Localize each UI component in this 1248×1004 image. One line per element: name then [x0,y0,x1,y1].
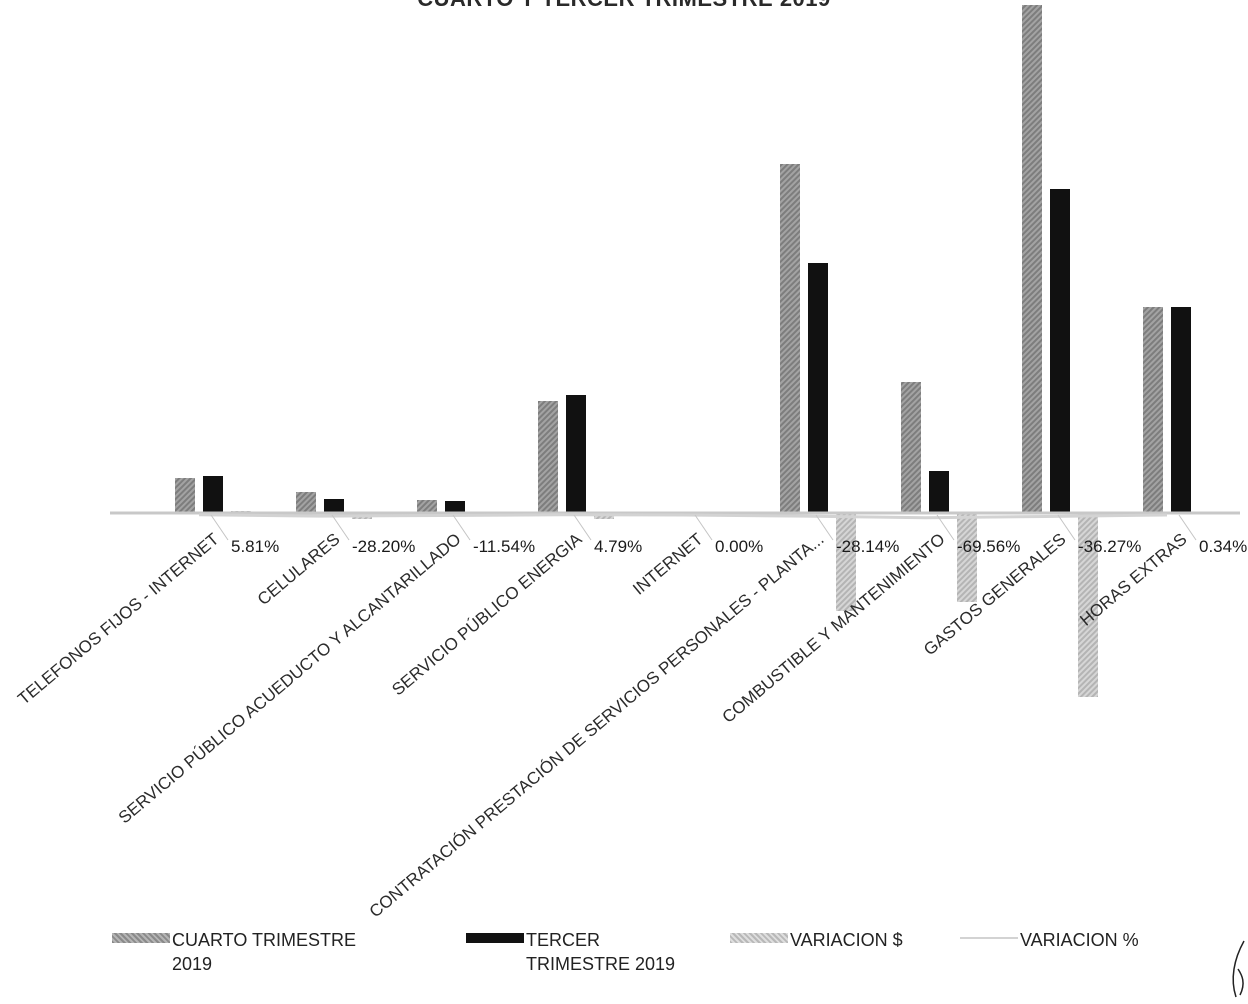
bar-cuarto-3 [538,401,558,513]
percent-label-3: 4.79% [594,537,642,556]
bar-tercer-5 [808,263,828,513]
bar-tercer-0 [203,476,223,513]
percent-label-7: -36.27% [1078,537,1141,556]
percent-label-4: 0.00% [715,537,763,556]
series-line-variacion-pct [198,513,1168,520]
bar-tercer-3 [566,395,586,513]
percent-label-2: -11.54% [473,537,535,556]
bar-cuarto-5 [780,164,800,513]
legend-swatch-cuarto [112,933,170,943]
percent-leader-line-4 [694,514,713,541]
legend-swatch-variacion-pct [960,937,1018,939]
bars-layer [175,5,1191,697]
category-labels-layer: TELEFONOS FIJOS - INTERNET 5.81%CELULARES… [14,514,1247,922]
category-label-0: TELEFONOS FIJOS - INTERNET [14,530,222,709]
legend: CUARTO TRIMESTRE 2019 TERCER TRIMESTRE 2… [0,928,1248,988]
percent-label-1: -28.20% [352,537,415,556]
percent-leader-line-0 [210,514,229,541]
bar-variacion-money-5 [836,513,856,611]
legend-item-variacion-pct: VARIACION % [960,928,1139,952]
signature-mark [1232,940,1245,998]
category-label-6: COMBUSTIBLE Y MANTENIMIENTO [719,530,949,727]
legend-item-variacion-money: VARIACION $ [730,928,903,952]
bar-cuarto-2 [417,500,437,513]
percent-leader-line-8 [1178,514,1197,541]
percent-leader-line-6 [936,514,955,541]
bar-variacion-money-7 [1078,513,1098,697]
percent-leader-line-3 [573,514,592,541]
percent-leader-line-5 [815,514,834,541]
bar-cuarto-1 [296,492,316,513]
percent-leader-line-1 [331,514,350,541]
category-label-5: CONTRATACIÓN PRESTACIÓN DE SERVICIOS PER… [366,530,828,922]
legend-swatch-variacion-money [730,933,788,943]
percent-leader-line-2 [452,514,471,541]
bar-variacion-money-6 [957,513,977,602]
legend-label-cuarto: CUARTO TRIMESTRE 2019 [172,930,357,974]
bar-cuarto-0 [175,478,195,513]
chart-title: CUARTO Y TERCER TRIMESTRE 2019 [0,0,1248,12]
legend-item-cuarto: CUARTO TRIMESTRE 2019 [112,928,372,976]
percent-label-8: 0.34% [1199,537,1247,556]
bar-tercer-8 [1171,307,1191,513]
bar-cuarto-6 [901,382,921,513]
percent-label-5: -28.14% [836,537,899,556]
legend-label-variacion-pct: VARIACION % [1020,930,1139,950]
percent-line-layer [198,513,1168,520]
legend-label-variacion-money: VARIACION $ [790,930,903,950]
bar-tercer-6 [929,471,949,513]
legend-swatch-tercer [466,933,524,943]
bar-tercer-7 [1050,189,1070,513]
percent-label-6: -69.56% [957,537,1020,556]
legend-label-tercer: TERCER TRIMESTRE 2019 [526,930,676,974]
bar-tercer-2 [445,501,465,513]
percent-label-0: 5.81% [231,537,279,556]
bar-tercer-1 [324,499,344,513]
legend-item-tercer: TERCER TRIMESTRE 2019 [466,928,676,976]
percent-leader-line-7 [1057,514,1076,541]
bar-cuarto-8 [1143,307,1163,513]
bar-cuarto-7 [1022,5,1042,513]
